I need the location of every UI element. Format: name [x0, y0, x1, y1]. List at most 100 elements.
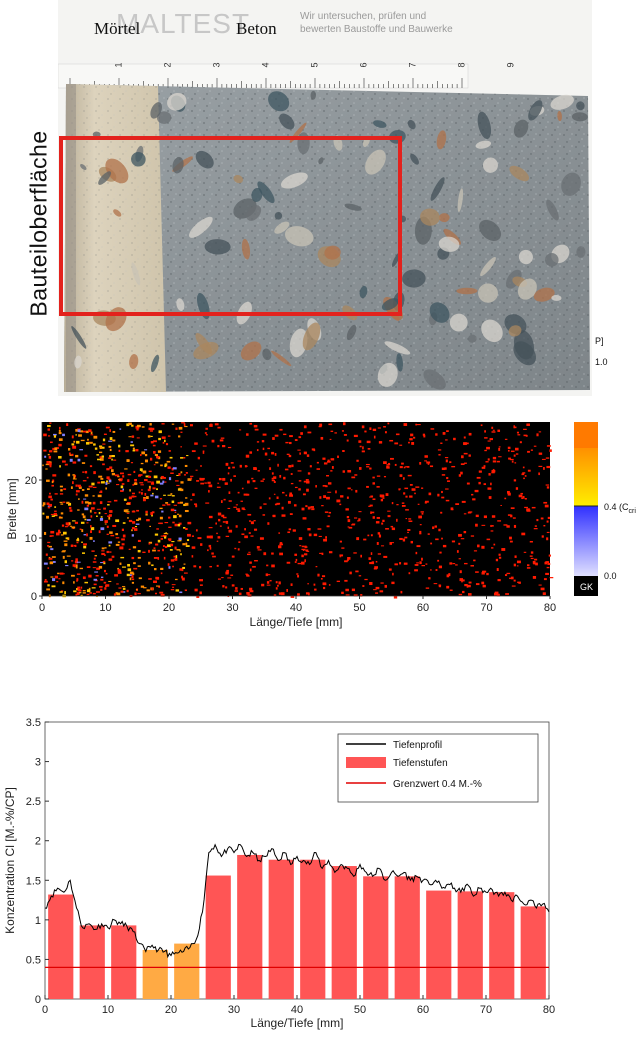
heatmap-pixel — [74, 521, 79, 524]
heatmap-pixel — [398, 488, 401, 491]
heatmap-pixel — [347, 557, 351, 560]
heatmap-pixel — [538, 452, 543, 455]
heatmap-pixel — [227, 507, 231, 509]
heatmap-pixel — [451, 540, 456, 543]
heatmap-pixel — [298, 480, 302, 482]
heatmap-pixel — [403, 423, 408, 426]
heatmap-pixel — [487, 487, 492, 490]
heatmap-pixel — [517, 581, 519, 584]
heatmap-pixel — [148, 541, 153, 544]
heatmap-pixel — [103, 581, 107, 584]
heatmap-pixel — [511, 460, 514, 463]
heatmap-pixel — [460, 471, 463, 475]
heatmap-pixel — [208, 527, 213, 529]
heatmap-pixel — [279, 543, 284, 546]
heatmap-pixel — [58, 516, 63, 519]
heatmap-pixel — [239, 429, 242, 431]
heatmap-pixel — [449, 461, 452, 464]
heatmap-pixel — [321, 575, 326, 578]
heatmap-pixel — [133, 567, 138, 570]
heatmap-pixel — [129, 574, 133, 577]
heatmap-pixel — [274, 453, 277, 456]
heatmap-pixel — [464, 562, 468, 565]
heatmap-pixel — [497, 520, 502, 522]
heatmap-pixel — [262, 433, 267, 436]
heatmap-pixel — [115, 537, 120, 539]
heatmap-pixel — [424, 500, 429, 503]
heatmap-pixel — [137, 565, 141, 567]
heatmap-pixel — [116, 592, 121, 596]
heatmap-pixel — [100, 516, 103, 518]
heatmap-pixel — [233, 475, 236, 477]
heatmap-pixel — [475, 514, 479, 518]
heatmap-pixel — [115, 533, 119, 536]
heatmap-pixel — [289, 513, 293, 515]
heatmap-pixel — [205, 502, 210, 504]
heatmap-pixel — [269, 579, 272, 582]
heatmap-pixel — [84, 494, 89, 497]
heatmap-pixel — [111, 458, 113, 461]
heatmap-pixel — [301, 561, 305, 565]
heatmap-pixel — [234, 590, 238, 592]
heatmap-pixel — [336, 499, 341, 503]
heatmap-pixel — [459, 570, 462, 574]
heatmap-pixel — [365, 463, 370, 466]
heatmap-pixel — [100, 578, 104, 581]
heatmap-pixel — [200, 543, 203, 546]
heatmap-pixel — [106, 480, 109, 483]
heatmap-pixel — [167, 563, 170, 566]
heatmap-pixel — [249, 451, 253, 454]
heatmap-pixel — [114, 474, 119, 477]
heatmap-pixel — [232, 466, 235, 469]
heatmap-pixel — [259, 537, 264, 540]
heatmap-pixel — [64, 543, 68, 547]
heatmap-pixel — [369, 504, 373, 507]
heatmap-pixel — [117, 569, 122, 573]
depth-step-bar — [457, 891, 483, 999]
heatmap-pixel — [194, 588, 198, 592]
heatmap-pixel — [162, 545, 165, 548]
heatmap-pixel — [415, 486, 420, 488]
heatmap-pixel — [113, 459, 117, 461]
heatmap-pixel — [96, 515, 98, 517]
heatmap-pixel — [419, 524, 422, 526]
heatmap-pixel — [89, 536, 93, 540]
heatmap-pixel — [183, 474, 187, 476]
heatmap-pixel — [307, 431, 312, 434]
heatmap-pixel — [306, 480, 310, 484]
legend-entry-threshold: Grenzwert 0.4 M.-% — [393, 779, 482, 790]
heatmap-pixel — [164, 439, 166, 443]
heatmap-pixel — [513, 579, 516, 582]
heatmap-pixel — [142, 551, 146, 553]
heatmap-pixel — [299, 545, 302, 547]
heatmap-pixel — [54, 510, 57, 512]
heatmap-pixel — [506, 525, 510, 528]
heatmap-xtick: 50 — [353, 602, 365, 614]
heatmap-pixel — [524, 506, 528, 509]
heatmap-pixel — [139, 482, 144, 484]
heatmap-pixel — [61, 551, 66, 553]
heatmap-pixel — [505, 593, 509, 595]
heatmap-pixel — [121, 586, 126, 588]
heatmap-pixel — [399, 444, 403, 446]
heatmap-pixel — [104, 587, 107, 590]
heatmap-pixel — [210, 535, 213, 539]
heatmap-pixel — [385, 528, 389, 530]
heatmap-pixel — [211, 552, 214, 555]
heatmap-pixel — [271, 477, 274, 480]
heatmap-pixel — [156, 480, 161, 484]
heatmap-pixel — [199, 478, 204, 481]
heatmap-pixel — [249, 422, 253, 425]
heatmap-pixel — [546, 566, 550, 569]
heatmap-pixel — [122, 534, 126, 538]
heatmap-pixel — [473, 559, 476, 562]
heatmap-pixel — [276, 496, 279, 499]
heatmap-pixel — [305, 592, 310, 595]
heatmap-pixel — [253, 520, 256, 522]
heatmap-pixel — [175, 555, 178, 559]
heatmap-pixel — [217, 512, 222, 516]
heatmap-pixel — [111, 555, 115, 558]
heatmap-pixel — [88, 429, 92, 433]
heatmap-pixel — [117, 571, 122, 574]
heatmap-pixel — [123, 498, 127, 501]
